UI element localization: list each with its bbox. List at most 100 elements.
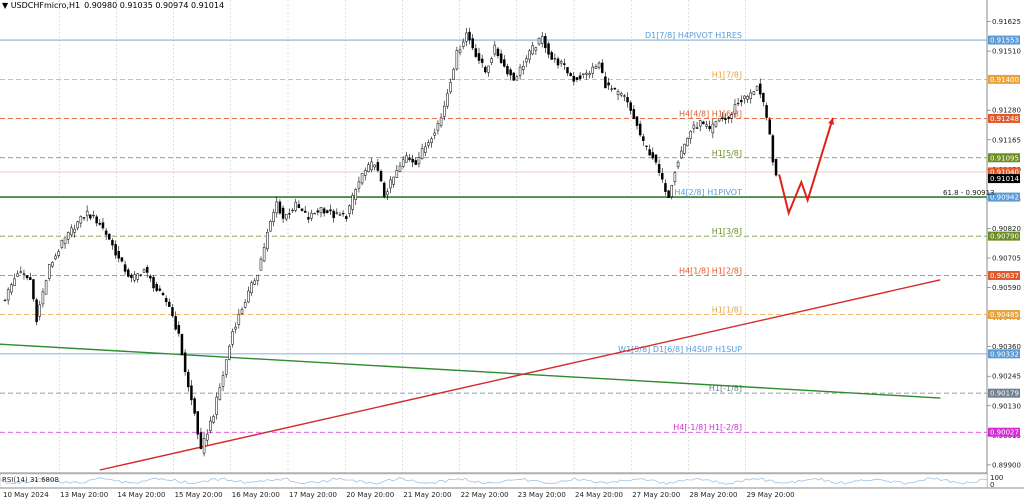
candle-body [256,274,260,281]
candle-body [411,158,414,163]
price-tick-0: 0.91625 [992,18,1021,26]
candle-body [32,279,35,300]
candle-body [392,176,395,185]
candle [518,63,522,80]
candle-body [326,210,329,214]
candle [401,156,405,169]
candle [139,274,143,277]
candle-body [436,123,440,131]
candle-body [19,271,23,273]
candle-body [547,43,550,55]
candle-body [300,208,304,211]
candle-body [544,35,547,49]
candle [341,210,345,217]
candle [345,214,348,222]
price-tick-2: 0.91280 [992,107,1021,115]
candle-body [152,277,155,289]
candle-body [673,172,677,183]
current-price-badge: 0.91040 [990,168,1019,176]
candle-body [205,433,209,441]
candle-body [82,217,86,219]
candle [537,37,541,46]
candle-body [521,65,525,70]
candle-body [57,251,60,256]
candle-body [676,161,680,168]
candle [743,95,746,104]
candle [613,87,617,90]
time-axis: 10 May 2024 13 May 20:00 14 May 20:00 15 Ma… [3,491,795,499]
candle-body [212,416,215,423]
candle-body [711,123,715,134]
candle [13,273,16,287]
rsi-line [0,477,987,485]
rsi-panel [0,473,988,489]
candle-body [405,155,408,163]
candle [427,139,430,149]
candle-body [616,91,620,95]
candle [326,209,329,214]
candle-body [559,61,563,64]
level-badge-7: 0.90485 [990,311,1019,319]
candle [370,157,373,173]
candle-body [736,102,740,105]
candle [174,311,177,331]
candle [698,120,702,132]
time-label-10: 24 May 20:00 [575,491,623,499]
candle-body [158,288,162,291]
candle-body [661,173,664,180]
candle-body [382,182,386,197]
candle-body [480,58,484,63]
candle-body [550,52,553,60]
candle [82,216,86,221]
candle-body [310,212,313,219]
candle-body [708,126,711,129]
candle [136,273,139,283]
candle [155,281,158,293]
candle [51,261,54,269]
candle [616,89,620,101]
candle-body [645,145,648,147]
candle-body [161,293,165,296]
candle [310,209,313,222]
candle [379,169,383,182]
candle [382,181,386,199]
candle-body [155,283,158,291]
candle [41,288,45,308]
candle-body [307,217,310,220]
candle [550,50,553,60]
candle-body [335,212,339,214]
candle [44,279,48,295]
candle [300,208,304,212]
dropdown-arrow-icon[interactable]: ▼ [2,1,11,10]
candle [708,120,711,132]
candle-body [686,137,689,147]
candle [32,279,35,302]
candle-body [642,136,645,141]
candle [149,274,152,282]
candle-body [733,104,737,115]
rsi-label: RSI(14) 31.6808 [2,476,59,484]
candle-body [357,181,361,189]
time-label-11: 27 May 20:00 [632,491,680,499]
candle-body [585,72,588,75]
candle [231,328,234,348]
price-tick-1: 0.91510 [992,48,1021,56]
candle [123,260,127,275]
candle [25,274,29,281]
candle-body [506,66,509,75]
candle [619,91,623,98]
level-label-7: H1[1/8] [712,306,742,315]
candle-body [66,231,70,240]
candle [224,359,228,378]
candle-body [395,169,399,178]
candle [648,144,651,157]
candle-body [427,142,430,146]
candle-body [474,48,478,57]
candle-body [458,49,462,54]
candle-body [284,214,288,220]
price-tick-6: 0.90820 [992,225,1021,233]
trendline-0 [0,343,941,399]
last-price-badge: 0.91014 [990,175,1019,183]
candle [250,280,253,296]
